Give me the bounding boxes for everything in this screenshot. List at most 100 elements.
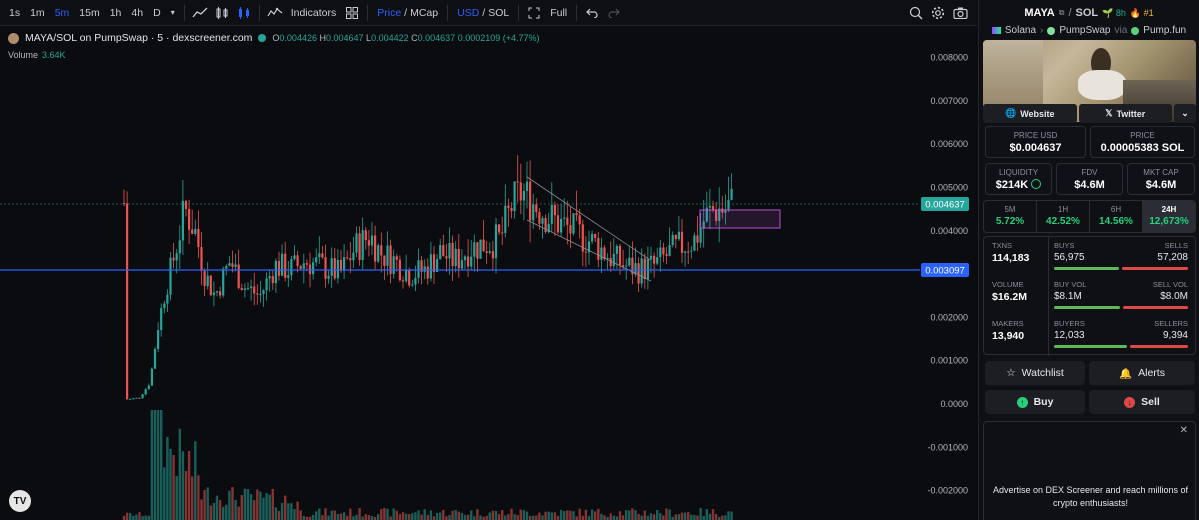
volume-bar (718, 516, 721, 520)
redo-icon[interactable] (603, 0, 625, 26)
interval-d[interactable]: D (153, 6, 161, 19)
candle-body (656, 257, 659, 264)
eye-icon[interactable] (258, 34, 267, 42)
candle-body (684, 251, 687, 253)
fullscreen-icon[interactable] (523, 0, 545, 26)
mktcap-value: $4.6M (1145, 179, 1177, 191)
bar-style-icon[interactable] (233, 0, 255, 26)
volume-bar (324, 508, 327, 520)
volume-bar (370, 516, 374, 520)
candle-body (631, 257, 634, 275)
zoom-search-icon[interactable] (905, 0, 927, 26)
trend-line-upper[interactable] (526, 176, 651, 261)
volume-bar (544, 511, 547, 520)
sell-button[interactable]: ↓ Sell (1089, 390, 1195, 414)
camera-icon[interactable] (949, 0, 971, 26)
launchpad-name[interactable]: Pump.fun (1143, 25, 1187, 36)
volume-bar (516, 515, 519, 520)
buy-button[interactable]: ↑ Buy (985, 390, 1085, 414)
volume-bar (203, 490, 206, 520)
candle-body (157, 330, 160, 350)
interval-1s[interactable]: 1s (9, 6, 21, 19)
volume-bar (501, 510, 504, 520)
volume-bar (377, 514, 380, 520)
chain-name[interactable]: Solana (1004, 25, 1037, 36)
website-button[interactable]: 🌐 Website (983, 104, 1077, 123)
social-links: 🌐 Website 𝕏 Twitter ⌄ (983, 104, 1196, 123)
indicators-button[interactable]: Indicators (290, 6, 337, 19)
close-icon[interactable]: ✕ (1179, 425, 1188, 436)
volume-bar (305, 516, 309, 520)
chevron-down-icon[interactable]: ▾ (170, 7, 175, 17)
usd-toggle[interactable]: USD (457, 6, 480, 19)
volume-bar (234, 499, 237, 520)
chart-canvas[interactable]: 0.008000 0.007000 0.006000 0.005000 0.004000… (0, 27, 977, 520)
candle-body (305, 263, 308, 265)
interval-1m[interactable]: 1m (30, 6, 45, 19)
volume-bar (563, 511, 566, 520)
candle-body (584, 251, 587, 253)
interval-5m[interactable]: 5m (54, 6, 70, 19)
volume-bar (730, 511, 733, 520)
candlestick-icon[interactable] (211, 0, 233, 26)
hline-price-tag-text: 0.003097 (925, 266, 965, 277)
candle-body (615, 245, 618, 254)
volume-bar (169, 448, 172, 520)
volume-bar (156, 410, 160, 520)
watchlist-button[interactable]: ☆ Watchlist (985, 361, 1085, 385)
candle-body (677, 231, 680, 240)
tradingview-logo-icon[interactable]: TV (9, 490, 31, 512)
ad-text[interactable]: Advertise on DEX Screener and reach mill… (992, 485, 1189, 508)
volume-bar (222, 506, 225, 520)
trend-line-lower[interactable] (526, 219, 652, 282)
volume-bar (457, 511, 460, 520)
tab-1h[interactable]: 1H 42.52% (1037, 201, 1090, 232)
tab-6h[interactable]: 6H 14.56% (1090, 201, 1143, 232)
volume-bar (556, 515, 560, 520)
price-axis-label: 0.008000 (930, 53, 968, 63)
volume-bar (460, 512, 464, 520)
candle-body (367, 240, 370, 246)
copy-icon[interactable]: ⧉ (1058, 8, 1065, 17)
candle-body (640, 258, 643, 284)
volume-bar (429, 510, 433, 520)
price-toggle[interactable]: Price (377, 6, 402, 19)
volume-bar (491, 510, 495, 520)
interval-4h[interactable]: 4h (131, 6, 144, 19)
candle-body (488, 251, 491, 253)
volume-bar (541, 515, 544, 520)
sol-toggle[interactable]: SOL (488, 6, 510, 19)
price-chart[interactable]: 0.008000 0.007000 0.006000 0.005000 0.004000… (0, 27, 977, 520)
line-chart-icon[interactable] (189, 0, 211, 26)
mcap-toggle[interactable]: MCap (410, 6, 439, 19)
volume-bar (665, 508, 668, 520)
highlight-rectangle[interactable] (699, 209, 781, 229)
volume-bar (646, 515, 650, 520)
toolbar-divider (576, 4, 578, 21)
volume-bar (631, 508, 634, 520)
alerts-button[interactable]: 🔔 Alerts (1089, 361, 1195, 385)
volume-bar (181, 451, 185, 520)
chevron-down-icon[interactable]: ⌄ (1174, 104, 1196, 123)
interval-15m[interactable]: 15m (79, 6, 100, 19)
volume-bar (597, 508, 600, 520)
undo-icon[interactable] (581, 0, 603, 26)
base-symbol: MAYA (1024, 7, 1055, 19)
tab-5m[interactable]: 5M 5.72% (984, 201, 1037, 232)
volume-bar (389, 516, 392, 520)
fullscreen-button[interactable]: Full (550, 6, 568, 19)
candle-body (122, 203, 126, 205)
toolbar-divider (183, 4, 185, 21)
gear-icon[interactable] (927, 0, 949, 26)
grid-layout-icon[interactable] (341, 0, 363, 26)
pair-info-panel: MAYA ⧉ / SOL 🌱 8h 🔥 #1 Solana › PumpSwap… (978, 0, 1199, 520)
dex-name[interactable]: PumpSwap (1059, 25, 1111, 36)
tab-24h[interactable]: 24H 12,673% (1143, 201, 1195, 232)
candle-body (150, 368, 153, 386)
indicators-icon[interactable] (264, 0, 286, 26)
pair-age-badge: 🌱 8h (1102, 7, 1126, 18)
lock-icon[interactable] (1031, 179, 1042, 189)
candle-body (383, 255, 386, 266)
twitter-button[interactable]: 𝕏 Twitter (1078, 104, 1172, 123)
interval-1h[interactable]: 1h (109, 6, 122, 19)
